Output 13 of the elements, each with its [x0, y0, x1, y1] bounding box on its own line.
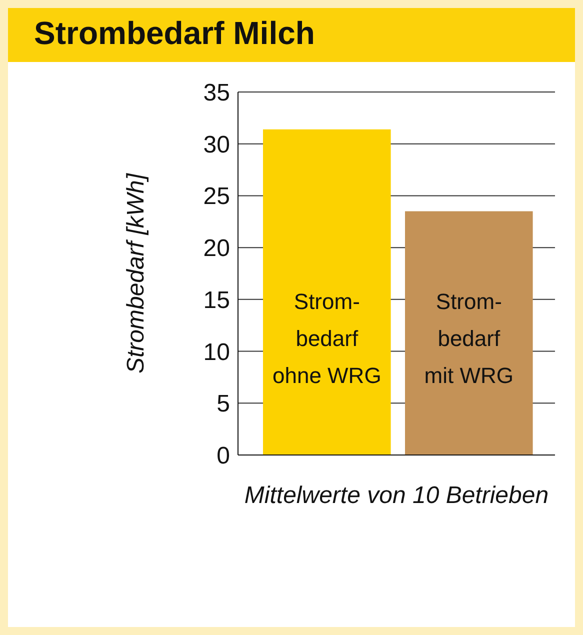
y-tick-label: 0	[216, 442, 230, 470]
x-axis-title: Mittelwerte von 10 Betrieben	[244, 482, 549, 509]
y-axis-title: Strombedarf [kWh]	[122, 172, 150, 374]
y-tick-label: 5	[216, 390, 230, 418]
y-tick-label: 20	[203, 235, 230, 262]
y-tick-label: 30	[203, 131, 230, 158]
x-tick-label: Strom- bedarf ohne WRG	[272, 289, 382, 388]
x-tick-label: Strom- bedarf mit WRG	[424, 289, 514, 388]
y-tick-label: 15	[203, 286, 230, 314]
y-tick-label: 35	[203, 80, 230, 107]
chart-title: Strombedarf Milch	[34, 15, 315, 52]
y-tick-label: 25	[203, 183, 230, 210]
y-tick-label: 10	[203, 338, 230, 366]
